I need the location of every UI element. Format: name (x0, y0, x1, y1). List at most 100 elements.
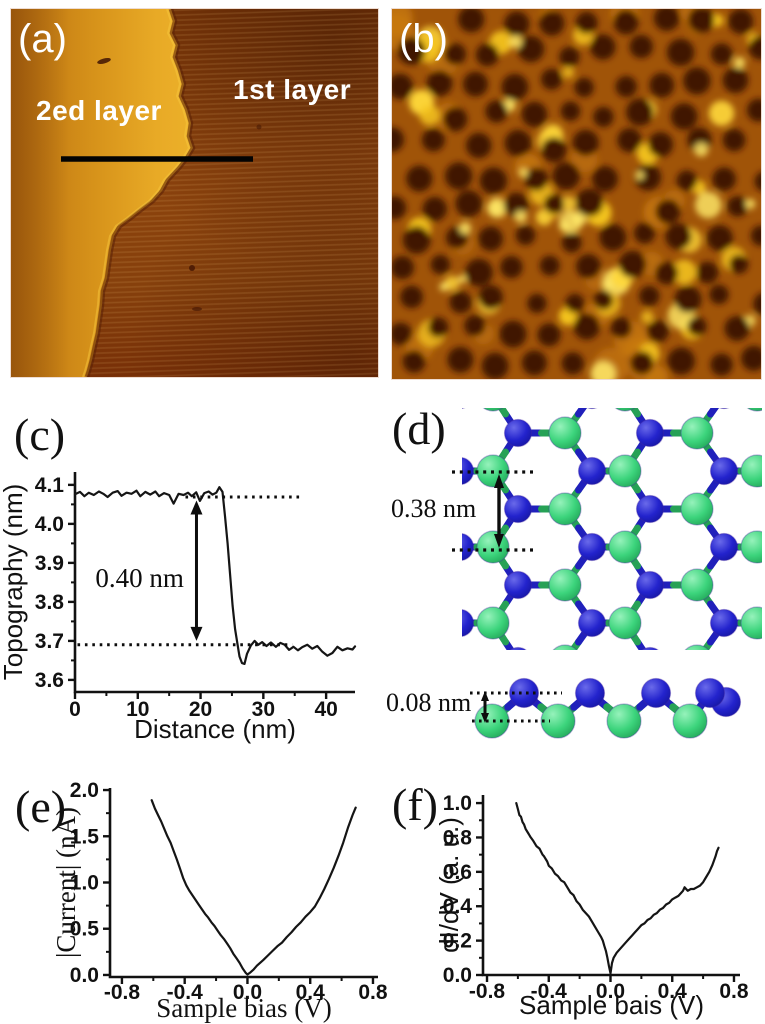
atom-blue (577, 456, 607, 486)
atom-blue (574, 677, 606, 709)
atom-green (608, 454, 642, 488)
row-spacing-label: 0.38 nm (391, 494, 477, 523)
axes (108, 788, 378, 979)
atom-green (548, 416, 582, 450)
atom-blue (508, 677, 540, 709)
atom-blue (462, 609, 475, 637)
atom-green (476, 530, 510, 564)
x-axis-title: Distance (nm) (134, 714, 296, 744)
model-d-lattice (382, 408, 762, 739)
measurement-label: 0.40 nm (95, 563, 184, 593)
x-tick-label: 0.8 (358, 981, 388, 1004)
atom-green (680, 492, 714, 526)
y-axis-title: Topography (nm) (0, 484, 28, 681)
x-tick-label: 30 (252, 698, 275, 721)
y-tick-label: 3.9 (35, 552, 64, 575)
y-tick-label: 1.0 (443, 792, 472, 815)
atom-blue (503, 418, 533, 448)
x-tick-label: 0.0 (596, 980, 625, 1003)
atom-green (608, 606, 642, 640)
atom-blue (382, 572, 400, 599)
atom-green (608, 530, 642, 564)
atom-blue (462, 533, 475, 561)
y-tick-label: 1.0 (70, 872, 99, 895)
x-tick-label: -0.4 (167, 981, 204, 1004)
atom-green (684, 644, 710, 650)
x-axis-title: Sample bais (V) (519, 990, 704, 1020)
arrowhead-up (190, 500, 203, 515)
y-tick-label: 0.5 (70, 918, 100, 941)
y-tick-label: 0.0 (70, 964, 99, 987)
atom-blue (635, 570, 665, 600)
y-tick-label: 0.4 (443, 895, 473, 918)
stm-image-a (10, 8, 379, 378)
atom-green (680, 416, 714, 450)
atom-blue (382, 648, 400, 675)
panel-b-label: (b) (399, 17, 448, 61)
data-curve (515, 801, 720, 975)
y-tick-label: 4.0 (35, 513, 64, 536)
atom-green (740, 530, 762, 564)
x-tick-label: -0.4 (531, 980, 568, 1003)
panel-a-label: (a) (18, 17, 67, 61)
chart-f-didv-spectrum: -0.8 -0.4 0.0 0.4 0.8 0.0 0.2 0.4 0.6 0.8 1.0 Sampl… (434, 792, 749, 1020)
data-curve (73, 486, 357, 665)
y-tick-label: 3.6 (35, 669, 64, 692)
y-tick-label: 0.0 (443, 964, 472, 987)
row-spacing-annotation (452, 470, 535, 552)
x-tick-label: 0 (69, 698, 81, 721)
atom-green (552, 644, 578, 650)
defect-spot (192, 307, 202, 311)
y-axis-title: |Current| (nA) (51, 807, 81, 958)
x-tick-label: 0.4 (658, 980, 688, 1003)
atom-green (548, 568, 582, 602)
chart-c-topography-profile: 0 10 20 30 40 3.6 3.7 3.8 3.9 4.0 4.1 Distance (nm)… (0, 472, 357, 744)
atom-blue (462, 408, 466, 409)
panel-d-label: (d) (392, 403, 446, 454)
atom-blue (635, 418, 665, 448)
stm-image-b (391, 8, 762, 380)
x-tick-label: -0.8 (469, 980, 506, 1003)
atom-green (548, 492, 582, 526)
terrace-left-shade (11, 9, 69, 377)
plot-e: -0.8 -0.4 0.0 0.4 0.8 0.0 0.5 1.0 1.5 2.0 Sample b… (51, 779, 388, 1023)
x-tick-label: 10 (126, 698, 149, 721)
plot-c: 0 10 20 30 40 3.6 3.7 3.8 3.9 4.0 4.1 Distance (nm)… (0, 472, 357, 744)
atom-green (614, 408, 636, 412)
x-tick-label: 40 (314, 698, 337, 721)
second-layer-label: 2ed layer (36, 95, 162, 126)
atom-blue (503, 570, 533, 600)
defect-spot (256, 124, 262, 130)
atom-blue (641, 646, 659, 650)
atom-blue (709, 532, 739, 562)
atom-blue (718, 408, 730, 410)
plot-f: -0.8 -0.4 0.0 0.4 0.8 0.0 0.2 0.4 0.6 0.8 1.0 Sampl… (434, 792, 749, 1020)
atom-green (476, 606, 510, 640)
atom-blue (709, 608, 739, 638)
chart-e-current-voltage: -0.8 -0.4 0.0 0.4 0.8 0.0 0.5 1.0 1.5 2.0 Sample b… (51, 779, 388, 1023)
atom-green (740, 454, 762, 488)
y-tick-label: 0.6 (443, 861, 472, 884)
x-tick-label: 20 (189, 698, 212, 721)
atom-green (606, 703, 642, 739)
atom-green (680, 568, 714, 602)
y-tick-label: 1.5 (70, 825, 100, 848)
stm-b-texture (392, 9, 761, 379)
defect-spot (189, 265, 195, 271)
atom-blue (694, 677, 726, 709)
atom-blue (503, 494, 533, 524)
y-tick-label: 3.8 (35, 591, 65, 614)
x-axis-title: Sample bias (V) (156, 993, 331, 1023)
atom-blue (509, 646, 527, 650)
y-tick-label: 3.7 (35, 630, 64, 653)
panel-f-label: (f) (392, 779, 438, 830)
atom-blue (577, 608, 607, 638)
buckle-height-label: 0.08 nm (386, 688, 472, 717)
y-axis-title: dI/dV (a. u.) (434, 817, 464, 953)
lattice-side-view (474, 677, 742, 739)
atom-green (746, 408, 762, 412)
x-tick-label: -0.8 (104, 981, 141, 1004)
atom-blue (577, 532, 607, 562)
first-layer-label: 1st layer (233, 74, 352, 105)
